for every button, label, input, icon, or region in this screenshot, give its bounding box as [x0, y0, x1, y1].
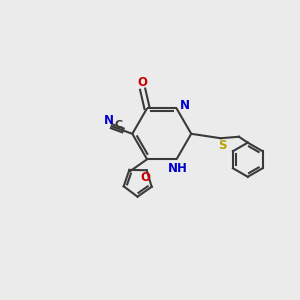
Text: N: N: [103, 115, 114, 128]
Text: NH: NH: [168, 162, 188, 175]
Text: O: O: [140, 171, 150, 184]
Text: C: C: [115, 120, 123, 130]
Text: S: S: [218, 139, 226, 152]
Text: N: N: [180, 100, 190, 112]
Text: O: O: [138, 76, 148, 89]
